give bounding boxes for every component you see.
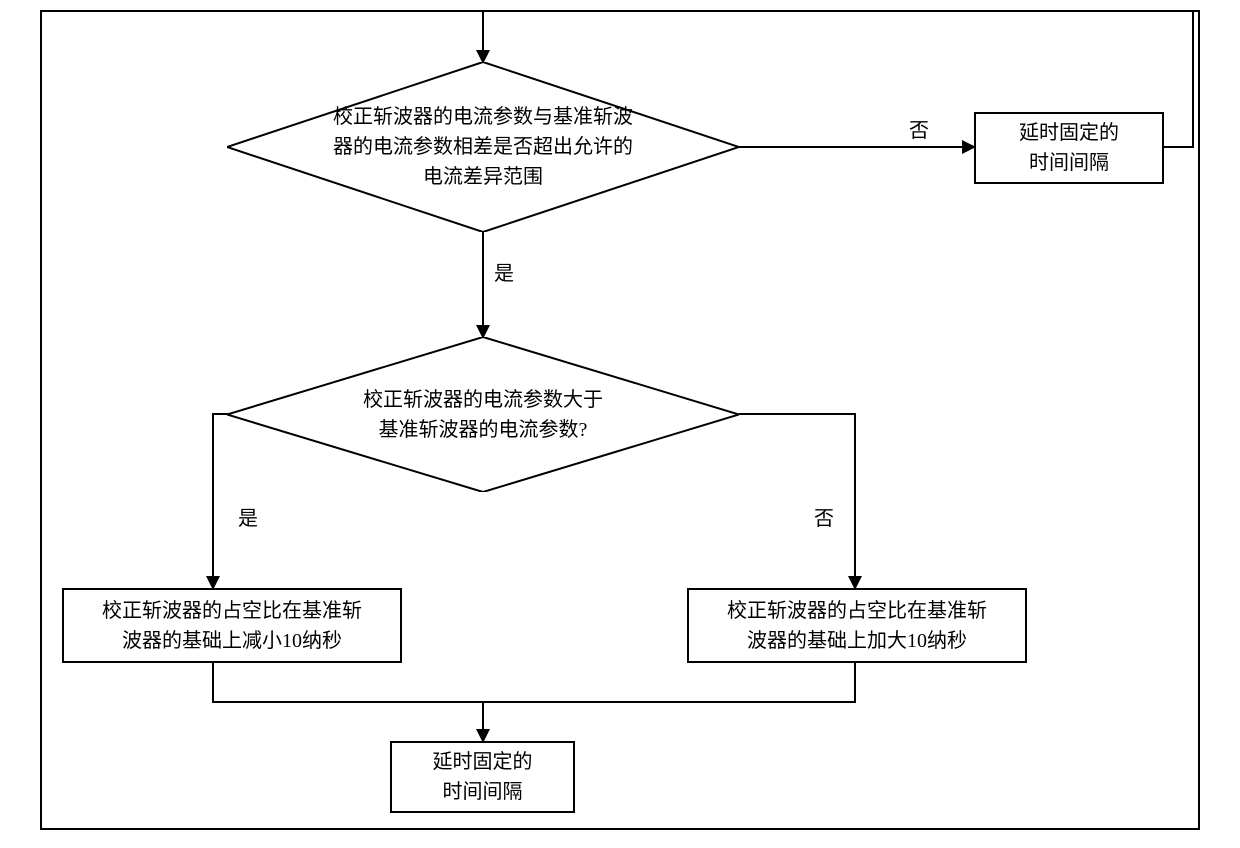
connector-line <box>212 701 856 703</box>
process-right2-line1: 校正斩波器的占空比在基准斩 <box>727 600 987 622</box>
process-right-line2: 时间间隔 <box>1029 152 1109 174</box>
process-delay-fixed-bottom: 延时固定的 时间间隔 <box>390 741 575 813</box>
connector-line <box>482 701 484 731</box>
connector-line <box>1164 146 1194 148</box>
decision1-line1: 校正斩波器的电流参数与基准斩波 <box>333 106 633 128</box>
connector-line <box>739 146 964 148</box>
connector-line <box>739 413 856 415</box>
process-bottom-line1: 延时固定的 <box>433 751 533 773</box>
connector-line <box>482 12 484 52</box>
decision-exceed-range: 校正斩波器的电流参数与基准斩波 器的电流参数相差是否超出允许的 电流差异范围 <box>227 62 739 232</box>
connector-line <box>212 663 214 703</box>
decision-greater-than: 校正斩波器的电流参数大于 基准斩波器的电流参数? <box>227 337 739 492</box>
connector-line <box>482 232 484 327</box>
process-increase-duty: 校正斩波器的占空比在基准斩 波器的基础上加大10纳秒 <box>687 588 1027 663</box>
connector-line <box>212 413 214 578</box>
connector-line <box>212 413 228 415</box>
process-right-line1: 延时固定的 <box>1019 122 1119 144</box>
connector-line <box>1192 12 1194 148</box>
label-yes: 是 <box>236 502 260 531</box>
label-no: 否 <box>907 114 931 143</box>
decision2-line1: 校正斩波器的电流参数大于 <box>363 389 603 411</box>
process-decrease-duty: 校正斩波器的占空比在基准斩 波器的基础上减小10纳秒 <box>62 588 402 663</box>
process-left-line2: 波器的基础上减小10纳秒 <box>122 630 342 652</box>
process-delay-fixed-right: 延时固定的 时间间隔 <box>974 112 1164 184</box>
process-left-line1: 校正斩波器的占空比在基准斩 <box>102 600 362 622</box>
label-yes: 是 <box>492 257 516 286</box>
process-right2-line2: 波器的基础上加大10纳秒 <box>747 630 967 652</box>
process-bottom-line2: 时间间隔 <box>443 781 523 803</box>
decision1-line3: 电流差异范围 <box>423 166 543 188</box>
flowchart-container: 校正斩波器的电流参数与基准斩波 器的电流参数相差是否超出允许的 电流差异范围 否… <box>40 10 1200 830</box>
decision2-line2: 基准斩波器的电流参数? <box>379 419 588 441</box>
label-no: 否 <box>812 502 836 531</box>
connector-line <box>854 663 856 703</box>
decision1-line2: 器的电流参数相差是否超出允许的 <box>333 136 633 158</box>
connector-line <box>854 413 856 578</box>
